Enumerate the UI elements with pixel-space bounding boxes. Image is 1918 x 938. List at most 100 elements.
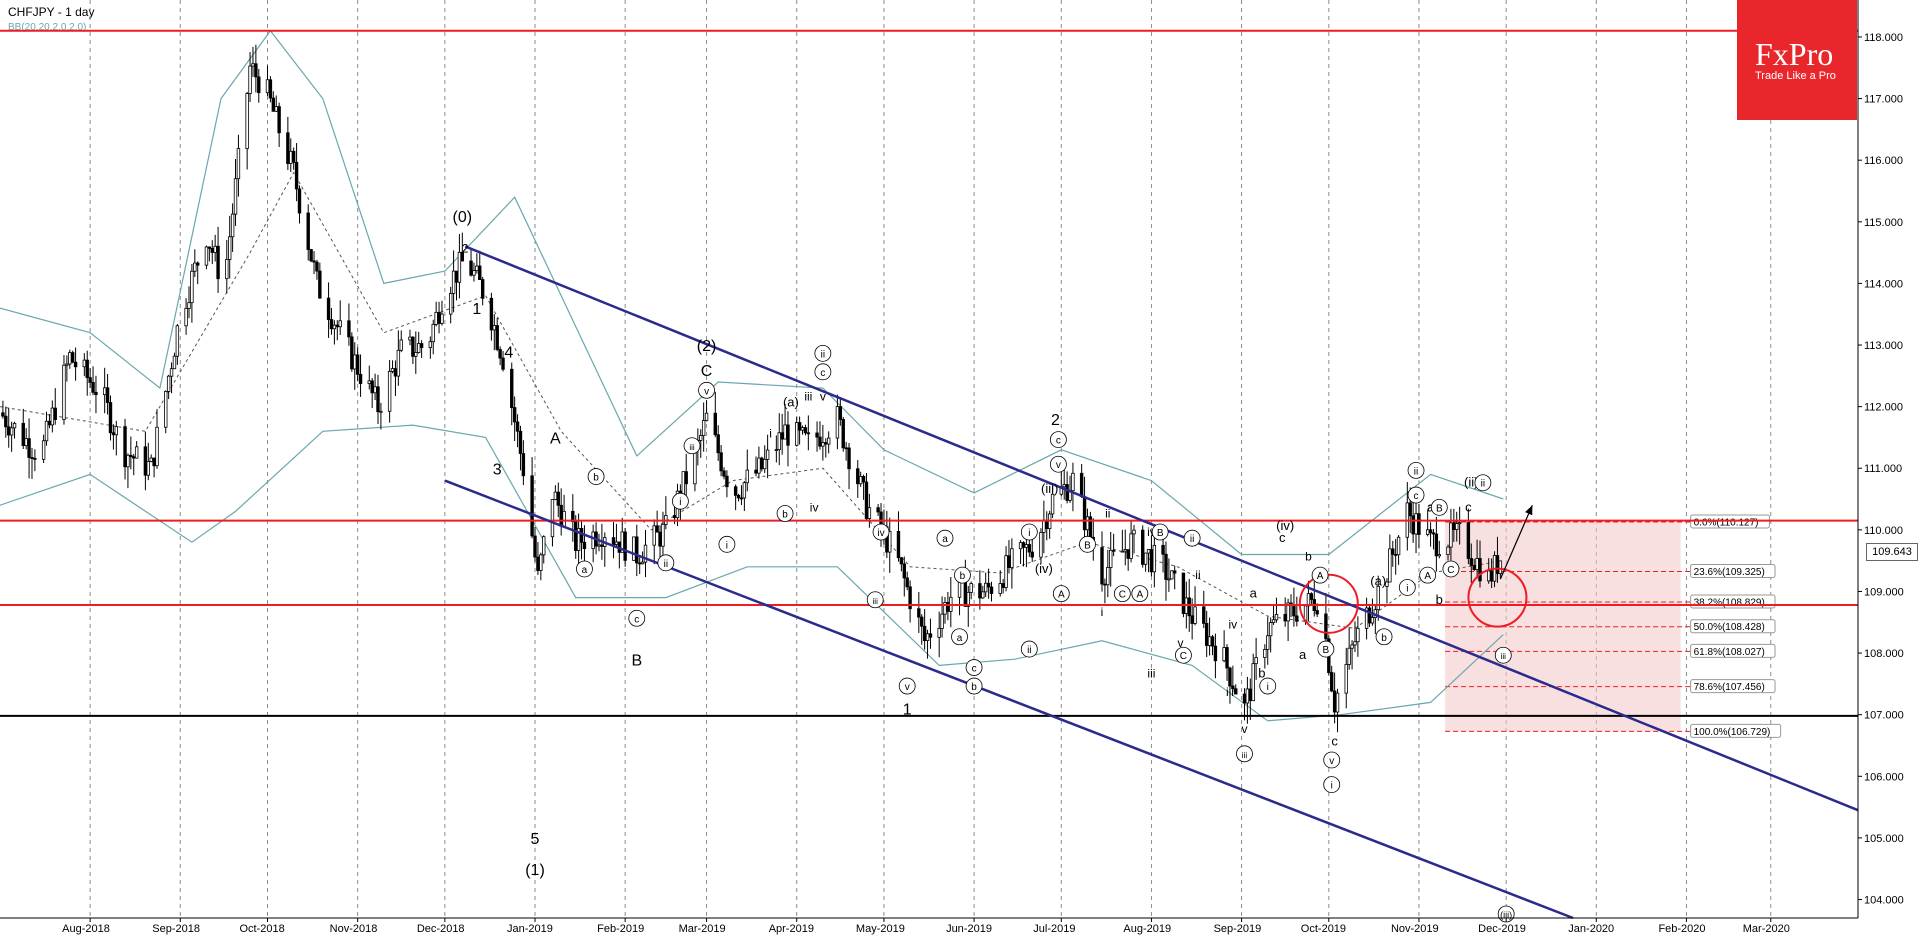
candle-body-136 xyxy=(553,491,558,500)
candle-body-99 xyxy=(399,339,403,351)
candle-body-202 xyxy=(821,442,825,447)
candle-body-154 xyxy=(623,531,627,561)
candle-body-44 xyxy=(175,325,180,357)
candle-body-112 xyxy=(454,270,459,283)
candle-body-253 xyxy=(1027,544,1032,553)
circled-label-ring-2 xyxy=(698,381,715,399)
circled-label-ring-7 xyxy=(657,554,675,572)
y-tick-label-8: 112.000 xyxy=(1864,402,1903,414)
grid-lines xyxy=(89,0,1772,918)
circled-label-35: B xyxy=(1084,540,1091,551)
circled-label-ring-30 xyxy=(1407,462,1425,479)
circled-label-29: i xyxy=(1406,583,1408,594)
candle-body-368 xyxy=(1495,555,1500,574)
channel-line-1 xyxy=(444,479,1574,920)
circled-label-ring-17 xyxy=(965,659,983,676)
candle-body-274 xyxy=(1111,549,1116,552)
candle-body-28 xyxy=(111,432,116,436)
candle-body-145 xyxy=(591,531,595,550)
candle-body-32 xyxy=(129,454,133,458)
circled-label-38: B xyxy=(1157,528,1164,539)
candle-body-314 xyxy=(1274,614,1279,621)
candle-body-108 xyxy=(437,311,441,324)
candle-body-172 xyxy=(699,435,703,441)
candle-body-208 xyxy=(844,447,848,450)
candle-body-215 xyxy=(876,507,880,513)
candle-body-31 xyxy=(126,454,130,468)
candle-body-244 xyxy=(989,586,994,594)
candle-body-139 xyxy=(562,510,566,527)
candle-body-189 xyxy=(765,449,770,460)
highlight-circle-1 xyxy=(1467,567,1528,628)
x-tick-label-4: Dec-2018 xyxy=(417,923,465,935)
bottom-label: (iii) xyxy=(1500,910,1512,920)
circled-label-ring-36 xyxy=(1113,585,1131,603)
wave-label-30: iv xyxy=(1147,525,1156,539)
candle-body-39 xyxy=(155,426,159,467)
candle-body-72 xyxy=(291,150,296,163)
plain-label-1: a xyxy=(1427,500,1434,514)
circled-label-ring-12 xyxy=(866,591,884,609)
candle-body-313 xyxy=(1271,619,1276,623)
candle-body-84 xyxy=(338,320,342,328)
candle-body-111 xyxy=(451,270,456,294)
x-tick-label-7: Mar-2019 xyxy=(679,923,726,935)
circled-label-30: ii xyxy=(1414,466,1418,477)
y-tick-label-5: 109.000 xyxy=(1864,586,1904,598)
candle-body-83 xyxy=(335,324,339,328)
candle-body-365 xyxy=(1487,570,1491,582)
candle-body-101 xyxy=(411,336,415,357)
circled-label-ring-34 xyxy=(1052,585,1070,603)
candle-body-278 xyxy=(1129,533,1133,559)
candle-body-126 xyxy=(512,407,517,423)
candle-body-76 xyxy=(309,249,313,262)
circled-label-3: iii xyxy=(689,443,695,452)
candle-body-74 xyxy=(297,188,302,214)
candle-body-241 xyxy=(981,591,985,599)
circled-label-11: iv xyxy=(877,528,884,539)
candle-body-30 xyxy=(123,426,127,468)
wave-label-42: v xyxy=(820,389,826,403)
candle-body-129 xyxy=(521,453,526,477)
candle-body-284 xyxy=(1152,544,1157,573)
circled-label-ring-37 xyxy=(1131,585,1149,603)
candle-body-150 xyxy=(611,537,616,545)
circled-label-19: i xyxy=(1028,528,1030,539)
candle-body-238 xyxy=(966,591,970,607)
fxpro-logo[interactable]: FxPro Trade Like a Pro xyxy=(1737,0,1857,120)
candle-body-332 xyxy=(1350,644,1354,649)
candle-body-40 xyxy=(164,391,168,428)
candle-body-275 xyxy=(1120,550,1125,553)
wave-label-0: (0) xyxy=(453,209,473,226)
candle-body-46 xyxy=(187,302,191,309)
circled-label-33: iii xyxy=(1501,652,1507,661)
candle-body-255 xyxy=(1039,532,1043,558)
circled-label-22: v xyxy=(1056,460,1061,471)
candle-body-192 xyxy=(780,432,784,440)
candle-body-190 xyxy=(774,449,779,452)
y-tick-label-4: 108.000 xyxy=(1864,648,1904,660)
candle-body-97 xyxy=(393,368,398,377)
candle-body-156 xyxy=(635,536,639,564)
candle-body-121 xyxy=(492,325,497,331)
candle-body-54 xyxy=(216,245,220,280)
candle-body-270 xyxy=(1100,547,1104,585)
circled-label-31: c xyxy=(1414,491,1419,502)
candle-body-94 xyxy=(379,410,383,413)
candle-body-247 xyxy=(1004,555,1008,588)
candle-body-87 xyxy=(353,354,357,370)
wave-label-13: (iv) xyxy=(1276,518,1294,533)
candle-body-125 xyxy=(510,368,514,408)
candle-body-77 xyxy=(312,260,316,263)
candles xyxy=(1,44,1503,733)
band-upper xyxy=(0,29,1504,556)
band-middle xyxy=(0,171,1504,629)
candle-body-211 xyxy=(858,476,863,485)
wave-label-39: ii xyxy=(1105,507,1110,521)
wave-label-27: a xyxy=(1250,586,1258,601)
candle-body-226 xyxy=(920,616,924,627)
candle-body-95 xyxy=(387,371,392,412)
candle-body-362 xyxy=(1472,564,1476,570)
candle-body-43 xyxy=(172,355,177,370)
candle-body-272 xyxy=(1106,567,1110,586)
